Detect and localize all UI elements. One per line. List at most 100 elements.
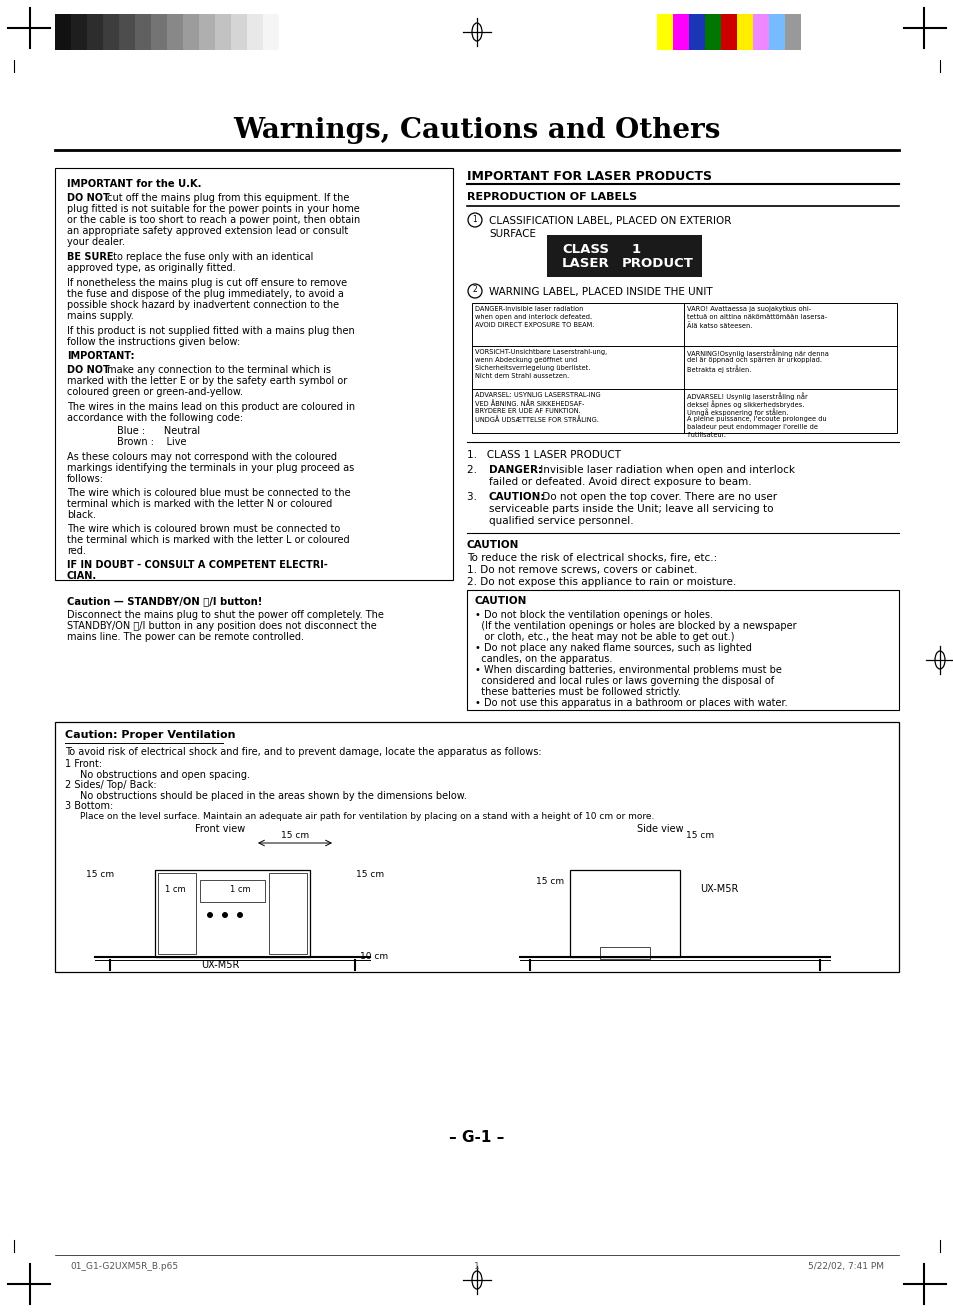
Text: black.: black. — [67, 510, 96, 520]
Text: BRYDERE ER UDE AF FUNKTION.: BRYDERE ER UDE AF FUNKTION. — [475, 408, 580, 415]
Text: CAUTION: CAUTION — [467, 541, 518, 550]
Bar — [214, 14, 231, 50]
Text: Front view: Front view — [194, 824, 245, 834]
Bar — [247, 14, 263, 50]
Text: 1 cm: 1 cm — [230, 886, 250, 893]
Text: Caution: Proper Ventilation: Caution: Proper Ventilation — [65, 729, 235, 740]
Text: To reduce the risk of electrical shocks, fire, etc.:: To reduce the risk of electrical shocks,… — [467, 552, 717, 563]
Text: when open and interlock defeated.: when open and interlock defeated. — [475, 314, 592, 320]
Text: 01_G1-G2UXM5R_B.p65: 01_G1-G2UXM5R_B.p65 — [70, 1262, 178, 1271]
Text: DANGER:: DANGER: — [489, 464, 541, 475]
Text: Sicherheitsverriegelung überlistet.: Sicherheitsverriegelung überlistet. — [475, 365, 590, 371]
Text: Invisible laser radiation when open and interlock: Invisible laser radiation when open and … — [537, 464, 794, 475]
Text: VARNING!Osynlig laserstrålning när denna: VARNING!Osynlig laserstrålning när denna — [686, 349, 828, 357]
Text: terminal which is marked with the letter N or coloured: terminal which is marked with the letter… — [67, 499, 332, 509]
Text: del är öppnad och spärren är urkopplad.: del är öppnad och spärren är urkopplad. — [686, 357, 821, 363]
Text: 1 cm: 1 cm — [165, 886, 185, 893]
Text: the fuse and dispose of the plug immediately, to avoid a: the fuse and dispose of the plug immedia… — [67, 289, 343, 299]
Text: – G-1 –: – G-1 – — [449, 1130, 504, 1145]
Text: cut off the mains plug from this equipment. If the: cut off the mains plug from this equipme… — [104, 193, 349, 203]
Text: 15 cm: 15 cm — [536, 876, 563, 886]
Text: If nonetheless the mains plug is cut off ensure to remove: If nonetheless the mains plug is cut off… — [67, 278, 347, 289]
Bar — [231, 14, 247, 50]
Text: follow the instructions given below:: follow the instructions given below: — [67, 337, 240, 346]
Text: VED ÅBNING. NÅR SIKKEHEDSAF-: VED ÅBNING. NÅR SIKKEHEDSAF- — [475, 400, 584, 407]
Text: • Do not place any naked flame sources, such as lighted: • Do not place any naked flame sources, … — [475, 643, 751, 653]
Text: marked with the letter E or by the safety earth symbol or: marked with the letter E or by the safet… — [67, 377, 347, 386]
Bar — [278, 14, 294, 50]
Bar — [55, 168, 453, 580]
Text: UX-M5R: UX-M5R — [700, 884, 738, 893]
Text: IMPORTANT for the U.K.: IMPORTANT for the U.K. — [67, 178, 201, 189]
Text: • Do not block the ventilation openings or holes.: • Do not block the ventilation openings … — [475, 610, 712, 621]
Text: wenn Abdeckung geöffnet und: wenn Abdeckung geöffnet und — [475, 357, 577, 363]
Bar — [55, 722, 898, 972]
Text: CLASS: CLASS — [561, 243, 608, 256]
Text: accordance with the following code:: accordance with the following code: — [67, 413, 243, 422]
Text: 1: 1 — [472, 214, 476, 223]
Text: 2.: 2. — [467, 464, 486, 475]
Bar — [269, 872, 307, 954]
Text: deksel åpnes og sikkerhedsbrydes.: deksel åpnes og sikkerhedsbrydes. — [686, 400, 803, 408]
Text: follows:: follows: — [67, 474, 104, 484]
Text: red.: red. — [67, 546, 86, 556]
Bar — [546, 235, 701, 277]
Text: ADVARSEL: USYNLIG LASERSTRAL-ING: ADVARSEL: USYNLIG LASERSTRAL-ING — [475, 392, 600, 398]
Text: 5/22/02, 7:41 PM: 5/22/02, 7:41 PM — [807, 1262, 883, 1271]
Bar — [599, 947, 649, 959]
Text: markings identifying the terminals in your plug proceed as: markings identifying the terminals in yo… — [67, 463, 354, 474]
Text: ADVARSEL! Usynlig laserstråling når: ADVARSEL! Usynlig laserstråling når — [686, 392, 807, 400]
Text: 2: 2 — [472, 286, 476, 294]
Bar — [199, 14, 214, 50]
Circle shape — [207, 912, 213, 918]
Text: 1 Front:: 1 Front: — [65, 760, 102, 769]
Text: VORSICHT-Unsichtbare Laserstrahl-ung,: VORSICHT-Unsichtbare Laserstrahl-ung, — [475, 349, 606, 356]
Bar — [55, 14, 71, 50]
Text: UX-M5R: UX-M5R — [200, 960, 239, 970]
Text: candles, on the apparatus.: candles, on the apparatus. — [475, 653, 612, 664]
Text: CIAN.: CIAN. — [67, 571, 97, 581]
Text: 15 cm: 15 cm — [280, 830, 309, 840]
Text: coloured green or green-and-yellow.: coloured green or green-and-yellow. — [67, 387, 243, 398]
Text: qualified service personnel.: qualified service personnel. — [489, 516, 633, 526]
Text: To avoid risk of electrical shock and fire, and to prevent damage, locate the ap: To avoid risk of electrical shock and fi… — [65, 747, 541, 757]
Text: CAUTION:: CAUTION: — [489, 492, 545, 502]
Text: STANDBY/ON ⏻/I button in any position does not disconnect the: STANDBY/ON ⏻/I button in any position do… — [67, 621, 376, 631]
Bar — [154, 870, 310, 956]
Text: Place on the level surface. Maintain an adequate air path for ventilation by pla: Place on the level surface. Maintain an … — [80, 812, 654, 821]
Text: 1: 1 — [631, 243, 640, 256]
Text: serviceable parts inside the Unit; leave all servicing to: serviceable parts inside the Unit; leave… — [489, 504, 773, 514]
Bar — [183, 14, 199, 50]
Circle shape — [236, 912, 243, 918]
Bar — [467, 590, 898, 710]
Text: to replace the fuse only with an identical: to replace the fuse only with an identic… — [110, 252, 313, 262]
Text: As these colours may not correspond with the coloured: As these colours may not correspond with… — [67, 453, 336, 462]
Circle shape — [222, 912, 228, 918]
Bar — [720, 14, 737, 50]
Text: plug fitted is not suitable for the power points in your home: plug fitted is not suitable for the powe… — [67, 203, 359, 214]
Text: Betrakta ej strålen.: Betrakta ej strålen. — [686, 365, 751, 373]
Text: Blue :      Neutral: Blue : Neutral — [117, 426, 200, 436]
Text: • Do not use this apparatus in a bathroom or places with water.: • Do not use this apparatus in a bathroo… — [475, 698, 787, 708]
Text: the terminal which is marked with the letter L or coloured: the terminal which is marked with the le… — [67, 535, 349, 544]
Bar — [472, 303, 896, 433]
Text: • When discarding batteries, environmental problems must be: • When discarding batteries, environment… — [475, 665, 781, 674]
Text: an appropriate safety approved extension lead or consult: an appropriate safety approved extension… — [67, 226, 348, 236]
Text: If this product is not supplied fitted with a mains plug then: If this product is not supplied fitted w… — [67, 325, 355, 336]
Bar — [158, 872, 195, 954]
Text: A pleine puissance, l'ecoute prolongee du: A pleine puissance, l'ecoute prolongee d… — [686, 416, 825, 422]
Text: CAUTION: CAUTION — [475, 596, 527, 606]
Text: (If the ventilation openings or holes are blocked by a newspaper: (If the ventilation openings or holes ar… — [475, 621, 796, 631]
Text: UNDGÅ UDSÆTTELSE FOR STRÅLING.: UNDGÅ UDSÆTTELSE FOR STRÅLING. — [475, 416, 598, 422]
Text: or the cable is too short to reach a power point, then obtain: or the cable is too short to reach a pow… — [67, 215, 360, 224]
Text: mains supply.: mains supply. — [67, 311, 133, 321]
Bar — [657, 14, 672, 50]
Bar — [167, 14, 183, 50]
Text: Unngå eksponering for stålen.: Unngå eksponering for stålen. — [686, 408, 787, 416]
Text: or cloth, etc., the heat may not be able to get out.): or cloth, etc., the heat may not be able… — [475, 632, 734, 642]
Text: your dealer.: your dealer. — [67, 237, 125, 247]
Text: these batteries must be followed strictly.: these batteries must be followed strictl… — [475, 687, 680, 697]
Text: Caution — STANDBY/ON ⏻/I button!: Caution — STANDBY/ON ⏻/I button! — [67, 596, 262, 606]
Text: 3 Bottom:: 3 Bottom: — [65, 802, 113, 811]
Text: VARO! Avattaessa ja suojakytkus ohi-: VARO! Avattaessa ja suojakytkus ohi- — [686, 306, 810, 312]
